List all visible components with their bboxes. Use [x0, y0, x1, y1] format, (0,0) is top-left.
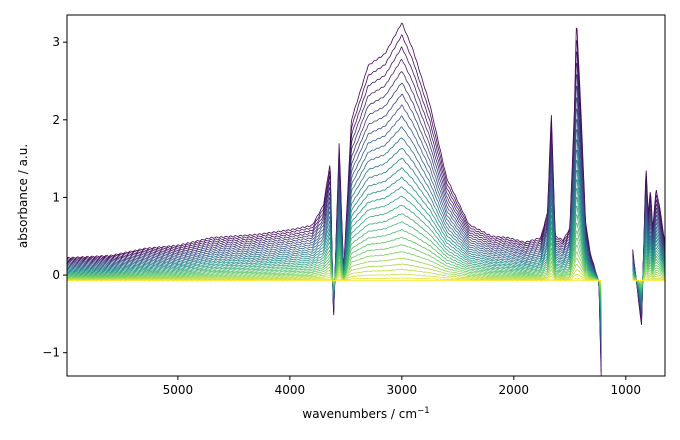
- y-tick-label: 2: [52, 113, 60, 127]
- plot-frame: [66, 14, 666, 377]
- y-tick-label: 1: [52, 190, 60, 204]
- x-axis-title-sup: −1: [417, 406, 430, 416]
- x-tick-label: 1000: [611, 383, 642, 397]
- series-group: [67, 22, 665, 376]
- y-axis: −1 0 1 2 3: [42, 35, 67, 360]
- y-tick-label: 3: [52, 35, 60, 49]
- x-tick-label: 2000: [499, 383, 530, 397]
- x-axis-title: wavenumbers / cm−1: [302, 406, 429, 421]
- y-axis-title: absorbance / a.u.: [16, 144, 30, 248]
- plot-area: [67, 15, 665, 376]
- x-axis: 5000 4000 3000 2000 1000: [163, 376, 641, 397]
- y-tick-label: −1: [42, 346, 60, 360]
- y-tick-label: 0: [52, 268, 60, 282]
- x-tick-label: 4000: [275, 383, 306, 397]
- x-axis-title-text: wavenumbers / cm: [302, 407, 417, 421]
- x-tick-label: 3000: [387, 383, 418, 397]
- x-tick-label: 5000: [163, 383, 194, 397]
